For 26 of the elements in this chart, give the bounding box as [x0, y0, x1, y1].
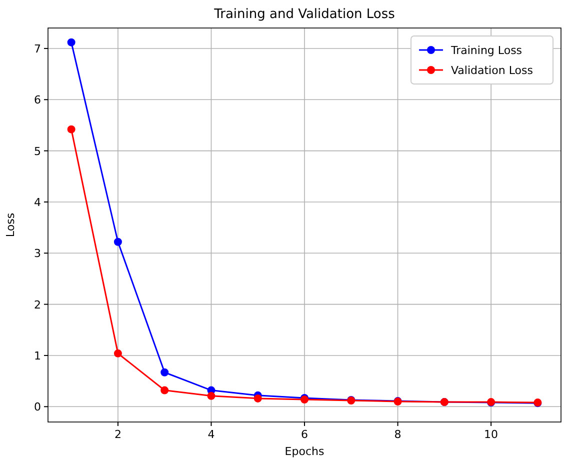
x-tick-label: 6: [301, 428, 308, 441]
point: [67, 125, 76, 134]
y-tick-label: 1: [34, 349, 41, 362]
x-tick-label: 2: [114, 428, 122, 441]
y-axis-title: Loss: [4, 212, 17, 238]
y-tick-label: 0: [34, 400, 41, 414]
x-tick-label: 10: [484, 428, 498, 441]
point: [114, 349, 122, 358]
point: [160, 386, 169, 394]
y-tick-label: 7: [34, 42, 41, 56]
y-tick-label: 3: [34, 247, 41, 260]
y-tick-label: 2: [34, 298, 41, 312]
point: [67, 38, 76, 46]
legend-label: Validation Loss: [451, 64, 534, 77]
point: [254, 394, 262, 402]
legend-label: Training Loss: [450, 44, 522, 57]
point: [114, 238, 122, 246]
point: [160, 368, 169, 376]
y-tick-label: 5: [34, 144, 41, 158]
y-tick-label: 4: [34, 196, 41, 209]
x-axis-title: Epochs: [284, 445, 324, 458]
x-tick-label: 8: [394, 428, 402, 441]
chart-title: Training and Validation Loss: [213, 7, 396, 22]
point: [207, 392, 216, 400]
x-tick-label: 4: [208, 428, 215, 441]
y-tick-label: 6: [34, 94, 41, 107]
